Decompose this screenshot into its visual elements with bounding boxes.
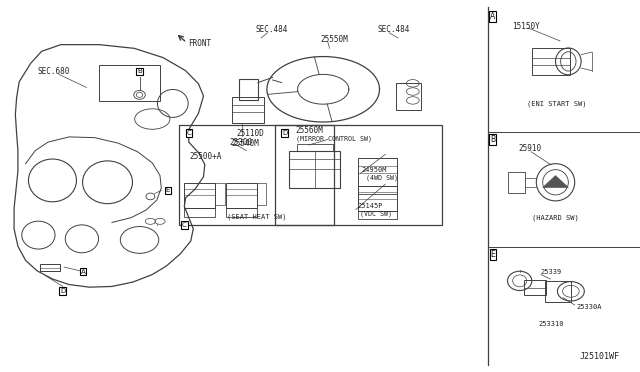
Text: 25910: 25910: [518, 144, 541, 153]
Bar: [545, 281, 571, 302]
Bar: [358, 158, 397, 186]
Text: A: A: [81, 269, 86, 275]
Text: (VDC SW): (VDC SW): [360, 211, 392, 217]
Text: J25101WF: J25101WF: [580, 352, 620, 361]
Text: 25110D: 25110D: [237, 129, 264, 138]
Bar: [524, 280, 546, 295]
Bar: [226, 208, 257, 217]
Text: FRONT: FRONT: [188, 39, 211, 48]
Bar: [239, 79, 258, 100]
Text: B: B: [137, 68, 142, 74]
Text: C: C: [186, 130, 191, 136]
Text: 25540M: 25540M: [232, 139, 259, 148]
Text: E: E: [490, 250, 495, 259]
Text: (ENI START SW): (ENI START SW): [527, 101, 586, 108]
Bar: [40, 264, 60, 271]
Text: A: A: [490, 12, 495, 21]
Text: 15150Y: 15150Y: [512, 22, 540, 31]
Bar: [358, 186, 397, 194]
Text: (4WD SW): (4WD SW): [366, 174, 398, 181]
Text: D: D: [60, 288, 65, 294]
Bar: [358, 186, 397, 211]
Text: C: C: [182, 222, 187, 228]
Bar: [289, 151, 340, 188]
Bar: [184, 208, 215, 217]
Bar: [532, 48, 570, 75]
Text: 25339: 25339: [541, 269, 562, 275]
Text: SEC.680: SEC.680: [37, 67, 70, 76]
Text: (SEAT HEAT SW): (SEAT HEAT SW): [227, 214, 286, 220]
Text: B: B: [490, 135, 495, 144]
Text: E: E: [166, 187, 170, 193]
Bar: [184, 183, 215, 208]
Text: (HAZARD SW): (HAZARD SW): [532, 214, 579, 221]
Text: 253310: 253310: [539, 321, 564, 327]
Text: 25330A: 25330A: [576, 304, 602, 310]
Bar: [297, 144, 333, 151]
Text: 25560M: 25560M: [296, 126, 323, 135]
Bar: [232, 97, 264, 123]
Text: (MIRROR CONTROL SW): (MIRROR CONTROL SW): [296, 135, 372, 142]
Bar: [215, 183, 225, 205]
Text: SEC.484: SEC.484: [256, 25, 289, 34]
Text: 25300: 25300: [229, 138, 252, 147]
Text: 25550M: 25550M: [320, 35, 348, 44]
Bar: [179, 125, 334, 225]
Bar: [226, 183, 257, 208]
Bar: [99, 65, 160, 101]
Bar: [275, 125, 442, 225]
Text: 24950M: 24950M: [362, 167, 387, 173]
Bar: [257, 183, 266, 205]
Bar: [508, 172, 525, 193]
Text: SEC.484: SEC.484: [378, 25, 410, 34]
Text: 25145P: 25145P: [357, 203, 383, 209]
Text: D: D: [282, 130, 287, 136]
Bar: [358, 211, 397, 219]
Text: 25500+A: 25500+A: [189, 153, 222, 161]
Bar: [396, 83, 421, 110]
Polygon shape: [543, 176, 568, 187]
